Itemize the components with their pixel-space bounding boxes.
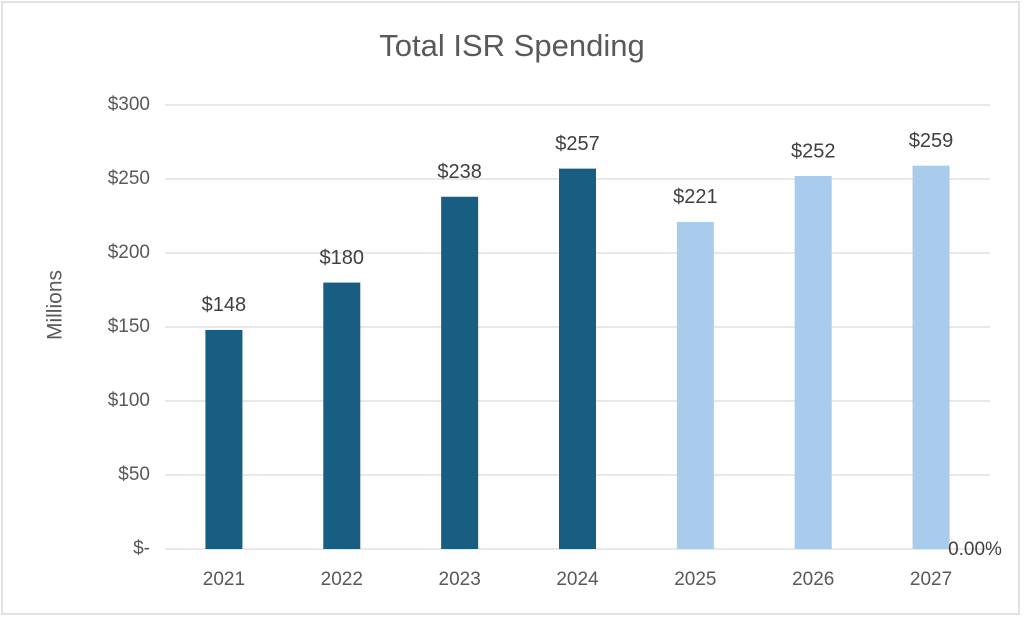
chart-title: Total ISR Spending	[379, 28, 644, 63]
x-tick-label: 2022	[321, 569, 363, 590]
bar	[323, 282, 361, 549]
data-label: $257	[555, 133, 600, 155]
data-label: $148	[202, 294, 247, 316]
y-tick-label: $-	[133, 538, 150, 559]
data-label: $252	[791, 140, 836, 162]
bar	[794, 176, 832, 550]
y-tick-label: $150	[108, 316, 150, 337]
bar	[912, 165, 950, 549]
y-tick-label: $250	[108, 168, 150, 189]
data-label: $221	[673, 186, 718, 208]
y-tick-label: $50	[118, 464, 150, 485]
annotation: 0.00%	[948, 539, 1002, 560]
x-tick-label: 2025	[674, 569, 716, 590]
data-label: $259	[909, 130, 954, 152]
bar	[676, 221, 714, 550]
bar	[441, 196, 479, 549]
x-tick-label: 2023	[439, 569, 481, 590]
y-axis-label: Millions	[44, 270, 67, 340]
x-tick-label: 2024	[556, 569, 599, 590]
x-tick-label: 2021	[203, 569, 245, 590]
bar	[559, 168, 596, 549]
bar	[205, 329, 243, 549]
data-label: $238	[437, 161, 482, 183]
y-tick-label: $200	[108, 242, 150, 263]
data-label: $180	[320, 247, 365, 269]
y-tick-label: $300	[108, 94, 150, 115]
x-tick-label: 2027	[910, 569, 952, 590]
x-tick-label: 2026	[792, 569, 834, 590]
y-tick-label: $100	[108, 390, 150, 411]
